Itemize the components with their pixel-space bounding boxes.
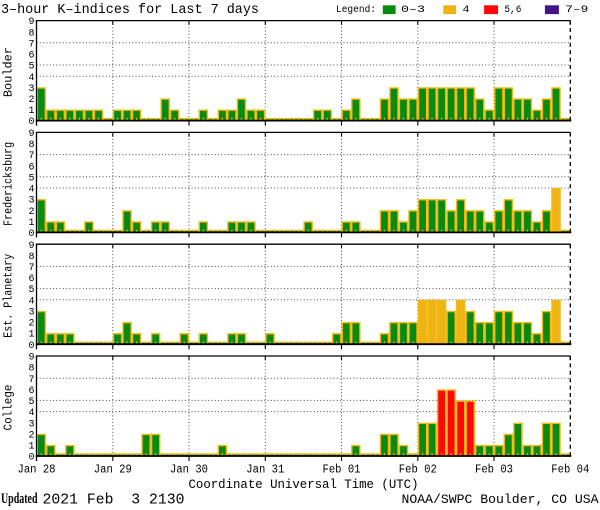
svg-text:7: 7 — [28, 39, 34, 50]
svg-text:9: 9 — [28, 353, 34, 364]
svg-text:7: 7 — [28, 263, 34, 274]
svg-text:9: 9 — [28, 129, 34, 140]
svg-text:Jan 31: Jan 31 — [246, 464, 284, 477]
svg-text:College: College — [3, 384, 16, 430]
svg-text:NOAA/SWPC Boulder, CO USA: NOAA/SWPC Boulder, CO USA — [402, 492, 599, 507]
svg-text:Feb 04: Feb 04 — [551, 464, 589, 477]
svg-text:7–9: 7–9 — [565, 4, 588, 16]
svg-text:4: 4 — [28, 185, 34, 196]
svg-text:8: 8 — [28, 28, 34, 39]
svg-text:5: 5 — [28, 285, 34, 296]
svg-text:8: 8 — [28, 364, 34, 375]
svg-text:Coordinate Universal Time (UTC: Coordinate Universal Time (UTC) — [189, 478, 419, 492]
svg-text:3: 3 — [28, 84, 34, 95]
svg-text:0: 0 — [28, 117, 34, 128]
svg-text:Fredericksburg: Fredericksburg — [3, 142, 16, 226]
svg-text:Jan 30: Jan 30 — [170, 464, 208, 477]
svg-text:3–hour K–indices for Last 7 da: 3–hour K–indices for Last 7 days — [1, 3, 259, 18]
svg-text:9: 9 — [28, 17, 34, 28]
svg-text:7: 7 — [28, 375, 34, 386]
svg-text:6: 6 — [28, 386, 34, 397]
svg-text:Legend:: Legend: — [336, 4, 376, 16]
svg-text:Jan 28: Jan 28 — [18, 464, 56, 477]
svg-text:8: 8 — [28, 252, 34, 263]
svg-text:0–3: 0–3 — [401, 4, 425, 16]
svg-text:6: 6 — [28, 162, 34, 173]
svg-text:4: 4 — [28, 296, 34, 307]
svg-text:5,6: 5,6 — [504, 4, 521, 16]
svg-text:Feb 03: Feb 03 — [475, 464, 513, 477]
svg-text:2021 Feb 3 2130: 2021 Feb 3 2130 — [43, 493, 185, 509]
svg-text:Updated: Updated — [1, 491, 38, 507]
svg-text:8: 8 — [28, 140, 34, 151]
svg-text:3: 3 — [28, 419, 34, 430]
svg-text:4: 4 — [28, 408, 34, 419]
svg-text:4: 4 — [28, 73, 34, 84]
svg-text:5: 5 — [28, 397, 34, 408]
svg-text:2: 2 — [28, 207, 34, 218]
svg-text:0: 0 — [28, 341, 34, 352]
svg-text:2: 2 — [28, 95, 34, 106]
svg-text:1: 1 — [28, 106, 34, 117]
svg-text:Est. Planetary: Est. Planetary — [3, 254, 16, 338]
svg-text:6: 6 — [28, 51, 34, 62]
svg-text:0: 0 — [28, 453, 34, 464]
svg-text:3: 3 — [28, 308, 34, 319]
svg-text:1: 1 — [28, 218, 34, 229]
svg-text:1: 1 — [28, 442, 34, 453]
svg-text:1: 1 — [28, 330, 34, 341]
svg-text:Boulder: Boulder — [3, 47, 16, 97]
svg-text:4: 4 — [463, 4, 470, 16]
svg-text:6: 6 — [28, 274, 34, 285]
svg-text:9: 9 — [28, 241, 34, 252]
svg-text:Feb 02: Feb 02 — [399, 464, 437, 477]
svg-text:2: 2 — [28, 319, 34, 330]
svg-text:3: 3 — [28, 196, 34, 207]
svg-text:2: 2 — [28, 430, 34, 441]
svg-text:Feb 01: Feb 01 — [323, 464, 361, 477]
svg-text:5: 5 — [28, 62, 34, 73]
svg-text:0: 0 — [28, 229, 34, 240]
svg-text:7: 7 — [28, 151, 34, 162]
svg-text:5: 5 — [28, 173, 34, 184]
svg-text:Jan 29: Jan 29 — [94, 464, 132, 477]
